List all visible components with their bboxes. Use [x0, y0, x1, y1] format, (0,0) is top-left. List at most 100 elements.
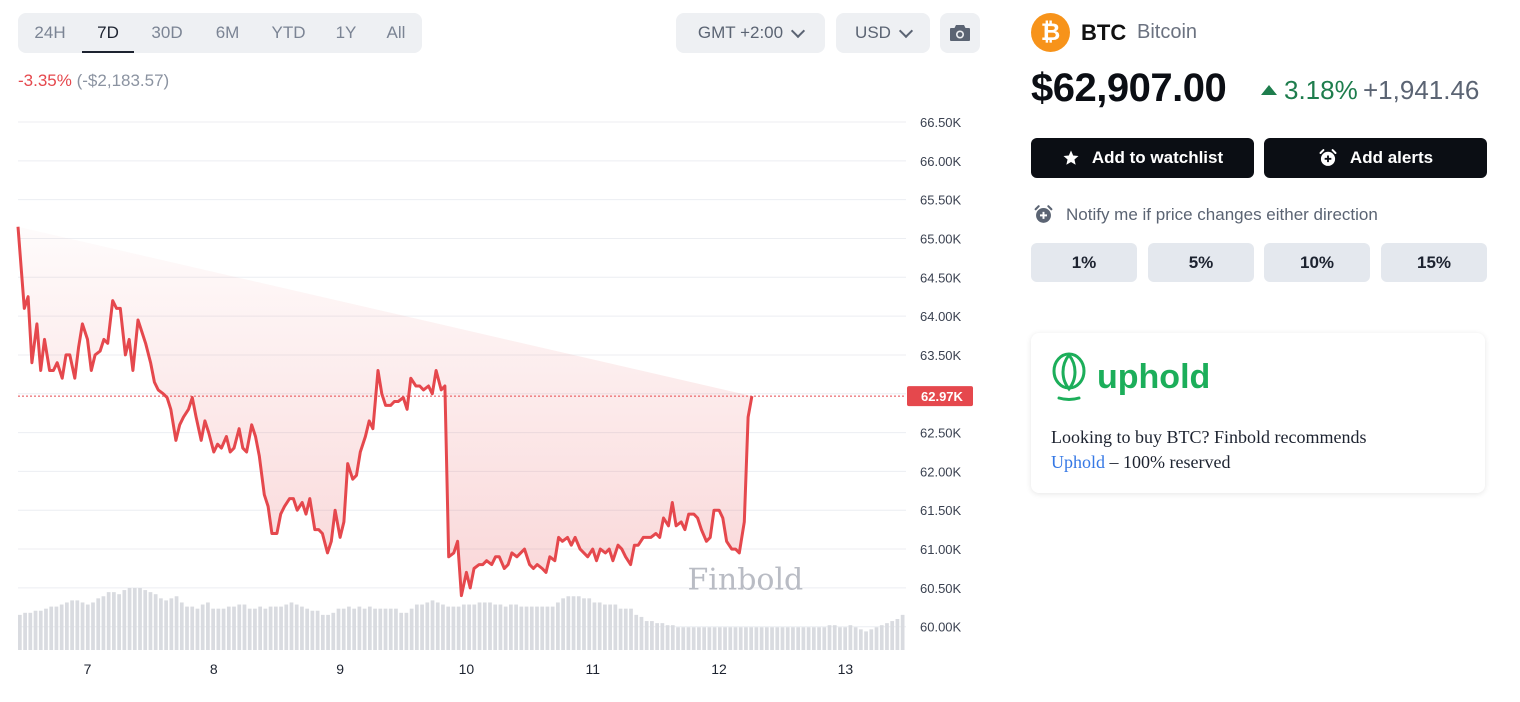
volume-bar: [587, 598, 592, 650]
uphold-logo[interactable]: uphold: [1051, 351, 1210, 403]
volume-bar: [237, 604, 242, 650]
volume-bar: [717, 627, 722, 650]
volume-bar: [900, 614, 905, 650]
volume-bar: [540, 606, 545, 650]
volume-bar: [556, 602, 560, 650]
volume-bar: [153, 594, 158, 650]
price-change-percent: 3.18%: [1284, 75, 1358, 105]
volume-bar: [143, 590, 148, 650]
threshold-1-percent-button[interactable]: 1%: [1031, 243, 1137, 282]
add-alerts-button[interactable]: Add alerts: [1264, 138, 1487, 178]
volume-bar: [441, 604, 445, 650]
volume-bar: [59, 604, 64, 650]
threshold-5-percent-button[interactable]: 5%: [1148, 243, 1254, 282]
uphold-link[interactable]: Uphold: [1051, 452, 1105, 472]
alarm-clock-icon: [1319, 149, 1337, 166]
volume-bar: [613, 604, 618, 650]
currency-select[interactable]: USD: [836, 13, 930, 53]
volume-bar: [576, 596, 581, 650]
volume-bars: [18, 588, 905, 650]
range-tab-all[interactable]: All: [386, 23, 406, 42]
volume-bar: [326, 614, 330, 650]
volume-bar: [179, 602, 184, 650]
volume-bar: [451, 606, 456, 650]
volume-bar: [85, 604, 90, 650]
chevron-down-icon: [791, 23, 806, 38]
chart-watermark: Finbold: [687, 562, 803, 597]
range-tab-6m[interactable]: 6M: [215, 23, 240, 42]
volume-bar: [320, 614, 325, 650]
volume-bar: [190, 606, 195, 650]
volume-bar: [592, 602, 597, 650]
screenshot-button[interactable]: [940, 13, 980, 53]
range-tab-24h[interactable]: 24H: [34, 23, 66, 42]
volume-bar: [331, 612, 336, 650]
price-line: [16, 226, 754, 598]
threshold-10-percent-button[interactable]: 10%: [1264, 243, 1370, 282]
volume-bar: [273, 606, 278, 650]
volume-bar: [96, 598, 101, 650]
volume-bar: [44, 608, 48, 650]
volume-bar: [138, 588, 142, 650]
range-tab-ytd[interactable]: YTD: [271, 23, 306, 42]
volume-bar: [509, 604, 513, 650]
star-icon: [1063, 150, 1079, 165]
volume-bar: [650, 621, 654, 650]
volume-bar: [122, 590, 127, 650]
current-price: $62,907.00: [1031, 66, 1227, 110]
volume-bar: [817, 627, 821, 650]
volume-bar: [65, 602, 69, 650]
volume-bar: [420, 604, 424, 650]
volume-bar: [770, 627, 774, 650]
volume-bar: [571, 596, 576, 650]
volume-bar: [216, 608, 221, 650]
volume-bar: [232, 606, 236, 650]
y-tick-label: 60.50K: [920, 581, 962, 596]
volume-bar: [697, 627, 701, 650]
x-axis: 7 8 9 10 11 12 13: [84, 661, 854, 677]
volume-bar: [242, 604, 247, 650]
volume-bar: [106, 592, 111, 650]
threshold-15-percent-button[interactable]: 15%: [1381, 243, 1487, 282]
volume-bar: [195, 608, 200, 650]
x-tick-label: 7: [84, 661, 92, 677]
volume-bar: [681, 627, 686, 650]
volume-bar: [843, 627, 848, 650]
volume-bar: [785, 627, 790, 650]
volume-bar: [634, 614, 639, 650]
y-tick-label: 66.00K: [920, 154, 962, 169]
volume-bar: [514, 604, 518, 650]
range-tab-7d[interactable]: 7D: [82, 13, 134, 53]
volume-bar: [691, 627, 696, 650]
volume-bar: [524, 606, 529, 650]
volume-bar: [775, 627, 780, 650]
y-tick-label: 61.00K: [920, 542, 962, 557]
volume-bar: [446, 606, 451, 650]
volume-bar: [498, 604, 503, 650]
volume-bar: [764, 627, 769, 650]
volume-bar: [206, 602, 210, 650]
volume-bar: [388, 608, 393, 650]
price-chart[interactable]: Finbold 60.00K 60.50K 61.00K 61.50K 62.00K 62…: [0, 110, 990, 690]
volume-bar: [300, 606, 304, 650]
volume-bar: [879, 625, 884, 650]
volume-bar: [629, 608, 633, 650]
volume-bar: [347, 606, 351, 650]
y-tick-label: 65.00K: [920, 231, 962, 246]
volume-bar: [686, 627, 691, 650]
volume-bar: [707, 627, 712, 650]
volume-bar: [488, 602, 492, 650]
y-tick-label: 60.00K: [920, 620, 962, 635]
volume-bar: [268, 606, 273, 650]
range-tab-30d[interactable]: 30D: [151, 23, 183, 42]
volume-bar: [535, 606, 539, 650]
x-tick-label: 12: [711, 661, 727, 677]
volume-bar: [357, 606, 362, 650]
period-change: -3.35% (-$2,183.57): [18, 71, 169, 91]
volume-bar: [341, 608, 346, 650]
timezone-select[interactable]: GMT +2:00: [676, 13, 825, 53]
x-tick-label: 13: [838, 661, 854, 677]
add-to-watchlist-button[interactable]: Add to watchlist: [1031, 138, 1254, 178]
range-tab-1y[interactable]: 1Y: [335, 23, 357, 42]
x-tick-label: 8: [210, 661, 218, 677]
